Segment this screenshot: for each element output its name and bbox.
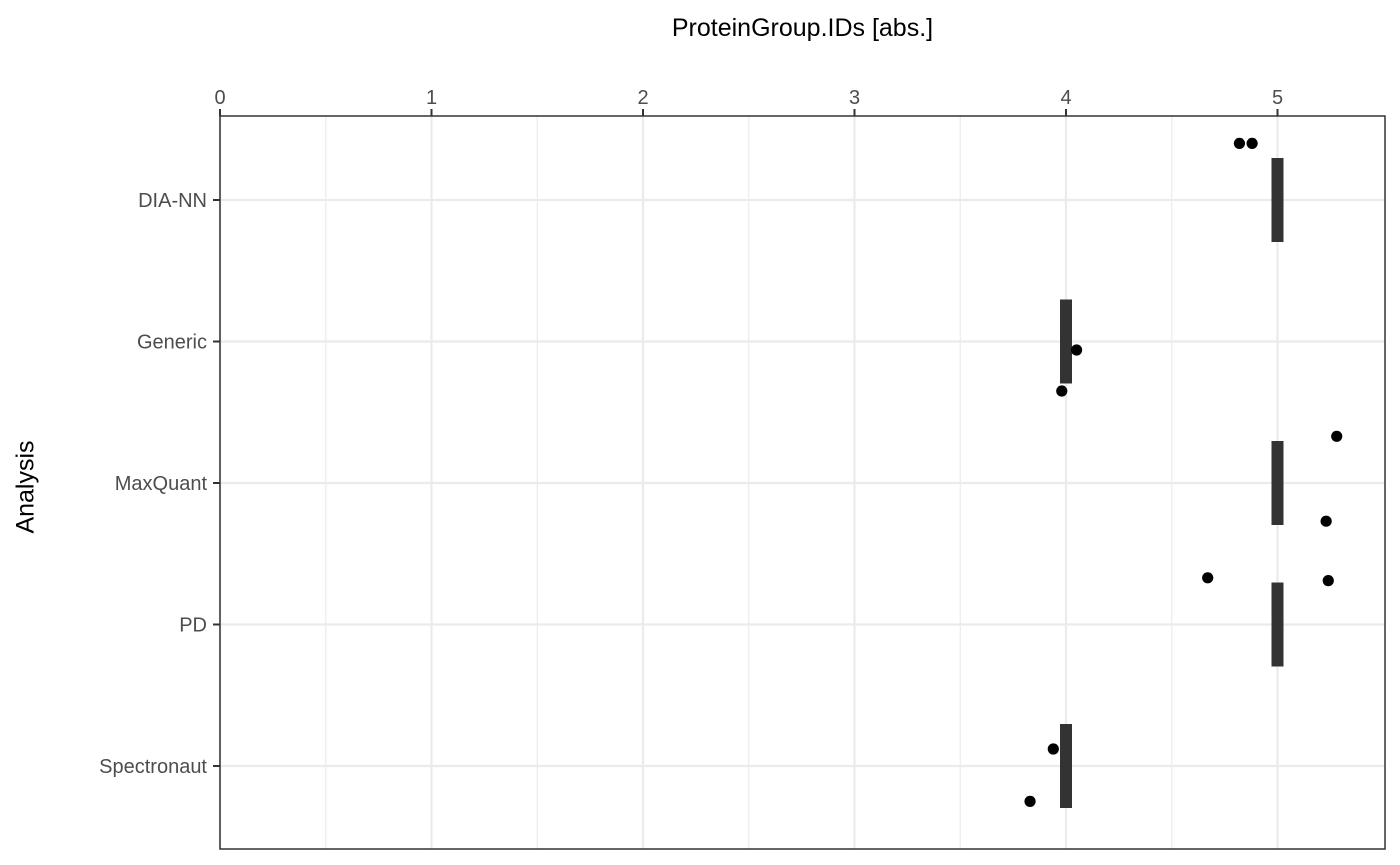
data-point-generic [1070,344,1083,356]
median-bars [1060,158,1284,808]
data-point-spectronaut [1047,743,1059,755]
x-tick-label: 0 [214,87,225,109]
data-point-maxquant [1331,430,1343,442]
median-box-spectronaut [1060,724,1072,808]
data-point-pd [1322,575,1334,587]
category-label: MaxQuant [115,473,208,495]
median-box-generic [1060,299,1072,384]
data-point-maxquant [1320,515,1332,527]
data-points [1024,137,1343,807]
grid-lines [218,116,1385,849]
median-box-pd [1271,582,1284,667]
x-tick-label: 2 [637,87,648,109]
category-label: DIA-NN [138,190,207,212]
data-point-spectronaut [1024,795,1036,807]
category-label: Generic [137,332,207,354]
data-point-dia-nn [1246,137,1258,149]
axis-ticks: 0 1 2 3 4 5 DIA-NN Generic MaxQuant PD Spectronaut [99,87,1283,778]
category-label: PD [179,615,207,637]
x-tick-label: 5 [1272,87,1283,109]
median-box-maxquant [1271,441,1284,525]
median-box-dia-nn [1271,158,1284,242]
x-tick-label: 3 [849,87,860,109]
category-label: Spectronaut [99,756,207,778]
data-point-dia-nn [1233,137,1246,149]
x-tick-label: 4 [1060,87,1071,109]
panel-border [219,115,1386,850]
data-point-pd [1202,572,1214,584]
x-tick-label: 1 [426,87,437,109]
x-axis-title: ProteinGroup.IDs [abs.] [671,14,934,42]
data-point-generic [1056,385,1068,397]
